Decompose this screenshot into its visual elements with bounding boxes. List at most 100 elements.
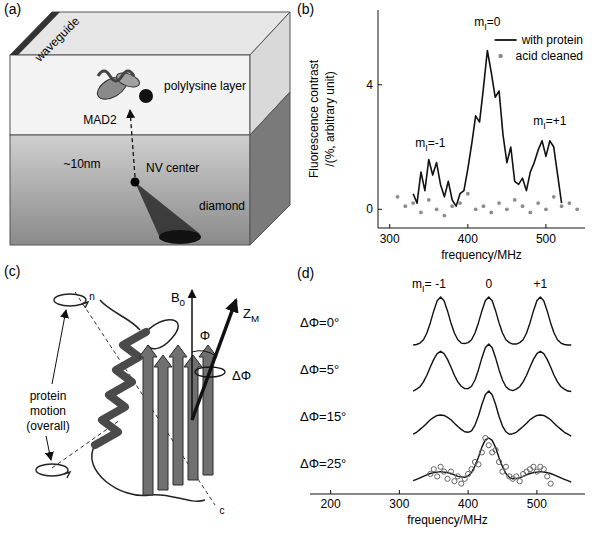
scatter-point bbox=[419, 211, 423, 215]
nv-center bbox=[131, 178, 140, 187]
scatter-point bbox=[411, 201, 415, 205]
scatter-point bbox=[544, 207, 548, 211]
peak-label: +1 bbox=[533, 277, 547, 291]
label-rest: = bbox=[425, 277, 432, 291]
protein-loop bbox=[100, 300, 140, 330]
angle-arc bbox=[192, 351, 216, 356]
label-rest: =0 bbox=[487, 15, 501, 29]
protein-label: MAD2 bbox=[83, 113, 117, 127]
angle-label: Φ bbox=[200, 328, 210, 343]
x-tick-label: 500 bbox=[527, 497, 547, 511]
measured-point bbox=[496, 459, 501, 464]
x-tick bbox=[536, 490, 537, 494]
spectrum-line bbox=[413, 344, 571, 392]
measured-point bbox=[459, 481, 464, 486]
measured-point bbox=[503, 464, 508, 469]
measured-point bbox=[517, 479, 522, 484]
scatter-point bbox=[536, 201, 540, 205]
label-subscript: M bbox=[251, 313, 259, 324]
x-tick-label: 400 bbox=[458, 497, 478, 511]
scatter-point bbox=[575, 207, 579, 211]
measured-point bbox=[466, 471, 471, 476]
measured-point bbox=[462, 476, 467, 481]
scatter-point bbox=[396, 195, 400, 199]
scatter-point bbox=[497, 201, 501, 205]
scatter-point bbox=[567, 201, 571, 205]
spread-label: ΔΦ bbox=[232, 368, 251, 383]
row-label: ΔΦ=5° bbox=[300, 362, 339, 377]
spectrum-line bbox=[413, 297, 571, 345]
legend-label: acid cleaned bbox=[516, 49, 583, 63]
y-tick-label: 4 bbox=[366, 78, 373, 92]
x-tick bbox=[389, 224, 390, 228]
spectrum-line bbox=[413, 391, 571, 436]
scatter-point bbox=[489, 211, 493, 215]
measured-point bbox=[469, 467, 474, 472]
measured-point bbox=[545, 474, 550, 479]
molecular-axis bbox=[75, 292, 215, 505]
scatter-point bbox=[466, 192, 470, 196]
nv-label: NV center bbox=[146, 161, 199, 175]
scatter-point bbox=[505, 207, 509, 211]
scatter-point bbox=[450, 204, 454, 208]
field-label: B0 bbox=[171, 290, 186, 308]
scatter-point bbox=[474, 207, 478, 211]
measured-point bbox=[541, 467, 546, 472]
measured-point bbox=[479, 450, 484, 455]
label-base: m bbox=[415, 136, 425, 150]
peak-annotation: mI=+1 bbox=[533, 114, 567, 131]
terminus-label: n bbox=[89, 291, 95, 302]
row-label: ΔΦ=25° bbox=[300, 456, 346, 471]
legend: with proteinacid cleaned bbox=[495, 33, 583, 63]
y-axis bbox=[378, 10, 379, 228]
diamond-label: diamond bbox=[199, 199, 245, 213]
protein-helix bbox=[95, 332, 146, 445]
measured-point bbox=[493, 447, 498, 452]
protein-tag bbox=[139, 89, 153, 103]
x-axis-title: frequency/MHz bbox=[407, 513, 488, 527]
x-tick bbox=[468, 490, 469, 494]
rotation-arrow bbox=[82, 302, 88, 308]
peak-label: 0 bbox=[485, 277, 492, 291]
laser-cone bbox=[135, 182, 200, 238]
cone-ellipse bbox=[195, 367, 225, 377]
scatter-point bbox=[427, 198, 431, 202]
figure: (a)waveguideMAD2polylysine layer~10nmNV … bbox=[0, 0, 595, 533]
terminus-label: c bbox=[220, 505, 225, 516]
y-tick bbox=[378, 84, 382, 85]
label-rest: =+1 bbox=[546, 114, 567, 128]
objective-lens bbox=[159, 230, 201, 244]
label-base: Z bbox=[243, 306, 251, 321]
distance-label: ~10nm bbox=[63, 157, 100, 171]
spectrum-line bbox=[413, 438, 571, 482]
y-tick-label: 0 bbox=[366, 202, 373, 216]
waveguide-label: waveguide bbox=[31, 14, 82, 65]
plot-marks bbox=[413, 297, 571, 486]
panel-letter: (d) bbox=[297, 265, 314, 281]
peak-label: -1 bbox=[435, 277, 446, 291]
scatter-point bbox=[442, 214, 446, 218]
row-label: ΔΦ=0° bbox=[300, 315, 339, 330]
axis-label: ZM bbox=[243, 306, 259, 324]
label-base: m bbox=[533, 114, 543, 128]
measured-point bbox=[531, 464, 536, 469]
plot-marks bbox=[396, 50, 579, 217]
protein-strand bbox=[154, 355, 172, 490]
measured-point bbox=[476, 462, 481, 467]
measured-point bbox=[483, 435, 488, 440]
rotation-icon bbox=[54, 294, 86, 306]
pointer bbox=[46, 436, 51, 460]
x-axis bbox=[310, 494, 585, 495]
protein-loop bbox=[146, 320, 178, 349]
molecule-axis-arrow bbox=[192, 300, 236, 420]
data-line bbox=[413, 50, 561, 206]
panel-b: (b)30040050004frequency/MHzFluorescence … bbox=[297, 1, 585, 262]
measured-point bbox=[445, 476, 450, 481]
measured-point bbox=[452, 479, 457, 484]
y-tick bbox=[378, 209, 382, 210]
x-tick-label: 300 bbox=[380, 232, 400, 246]
panel-c: (c)proteinmotion(overall)ncB0ZMΦΔΦ bbox=[4, 263, 259, 516]
measured-point bbox=[534, 469, 539, 474]
scatter-point bbox=[403, 204, 407, 208]
panel-a: (a)waveguideMAD2polylysine layer~10nmNV … bbox=[4, 1, 290, 245]
